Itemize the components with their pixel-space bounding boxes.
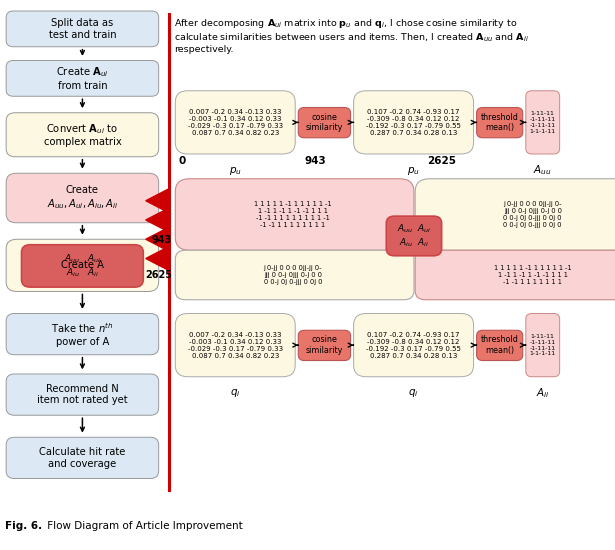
FancyBboxPatch shape — [354, 314, 474, 377]
Text: Recommend N
item not rated yet: Recommend N item not rated yet — [37, 384, 128, 405]
FancyBboxPatch shape — [6, 113, 159, 157]
Text: Create
$A_{uu},A_{ui},A_{iu},A_{ii}$: Create $A_{uu},A_{ui},A_{iu},A_{ii}$ — [47, 185, 118, 211]
Text: Calculate hit rate
and coverage: Calculate hit rate and coverage — [39, 447, 125, 469]
FancyBboxPatch shape — [6, 173, 159, 223]
FancyBboxPatch shape — [175, 91, 295, 154]
Text: 0.007 -0.2 0.34 -0.13 0.33
-0.003 -0.1 0.34 0.12 0.33
-0.029 -0.3 0.17 -0.79 0.3: 0.007 -0.2 0.34 -0.13 0.33 -0.003 -0.1 0… — [188, 109, 283, 136]
FancyBboxPatch shape — [6, 314, 159, 355]
Text: 943: 943 — [304, 156, 326, 166]
Text: $q_i$: $q_i$ — [408, 387, 419, 399]
FancyBboxPatch shape — [298, 330, 351, 361]
FancyBboxPatch shape — [415, 179, 615, 250]
FancyBboxPatch shape — [477, 108, 523, 138]
Text: 943: 943 — [152, 234, 172, 245]
Text: cosine
similarity: cosine similarity — [306, 113, 343, 132]
Text: Flow Diagram of Article Improvement: Flow Diagram of Article Improvement — [44, 521, 243, 531]
FancyBboxPatch shape — [298, 108, 351, 138]
Text: Convert $\mathbf{A}_{ui}$ to
complex matrix: Convert $\mathbf{A}_{ui}$ to complex mat… — [44, 122, 121, 147]
Text: 1-11-11
-1-11-11
-1-11-11
1-1-1-11: 1-11-11 -1-11-11 -1-11-11 1-1-1-11 — [530, 111, 556, 134]
Text: cosine
similarity: cosine similarity — [306, 336, 343, 355]
Text: After decomposing $\mathbf{A}_{ui}$ matrix into $\mathbf{p}_u$ and $\mathbf{q}_i: After decomposing $\mathbf{A}_{ui}$ matr… — [174, 16, 529, 54]
Text: Create $\mathbf{A}_{ui}$
from train: Create $\mathbf{A}_{ui}$ from train — [56, 65, 109, 91]
Polygon shape — [146, 227, 169, 251]
FancyBboxPatch shape — [477, 330, 523, 361]
Text: Fig. 6.: Fig. 6. — [5, 521, 42, 531]
Text: 1-11-11
-1-11-11
-1-11-11
1-1-1-11: 1-11-11 -1-11-11 -1-11-11 1-1-1-11 — [530, 334, 556, 356]
FancyBboxPatch shape — [22, 245, 143, 287]
FancyBboxPatch shape — [6, 60, 159, 96]
Polygon shape — [146, 246, 169, 271]
FancyBboxPatch shape — [6, 374, 159, 415]
Text: $p_u$: $p_u$ — [407, 164, 420, 177]
Text: 0: 0 — [178, 156, 186, 166]
Text: 0.007 -0.2 0.34 -0.13 0.33
-0.003 -0.1 0.34 0.12 0.33
-0.029 -0.3 0.17 -0.79 0.3: 0.007 -0.2 0.34 -0.13 0.33 -0.003 -0.1 0… — [188, 332, 283, 359]
Text: Create A: Create A — [61, 260, 104, 271]
Text: 1 1 1 1 1 -1 1 1 1 1 1 -1
1 -1 1 -1 1 -1 -1 1 1 1
-1 -1 1 1 1 1 1 1 1 1 -1
-1 -1: 1 1 1 1 1 -1 1 1 1 1 1 -1 1 -1 1 -1 1 -1… — [254, 201, 331, 228]
Text: 0.107 -0.2 0.74 -0.93 0.17
-0.309 -0.8 0.34 0.12 0.12
-0.192 -0.3 0.17 -0.79 0.5: 0.107 -0.2 0.74 -0.93 0.17 -0.309 -0.8 0… — [366, 109, 461, 136]
FancyBboxPatch shape — [6, 239, 159, 292]
Text: 1 1 1 1 1 -1 1 1 1 1 1 -1
1 -1 1 -1 1 -1 -1 1 1 1
-1 -1 1 1 1 1 1 1 1: 1 1 1 1 1 -1 1 1 1 1 1 -1 1 -1 1 -1 1 -1… — [494, 265, 571, 285]
Text: $q_i$: $q_i$ — [230, 387, 240, 399]
Text: $p_u$: $p_u$ — [229, 164, 242, 177]
Text: $A_{uu}$  $A_{ui}$
$A_{iu}$  $A_{ii}$: $A_{uu}$ $A_{ui}$ $A_{iu}$ $A_{ii}$ — [397, 223, 431, 249]
FancyBboxPatch shape — [175, 250, 414, 300]
Text: 0.107 -0.2 0.74 -0.93 0.17
-0.309 -0.8 0.34 0.12 0.12
-0.192 -0.3 0.17 -0.79 0.5: 0.107 -0.2 0.74 -0.93 0.17 -0.309 -0.8 0… — [366, 332, 461, 359]
Text: Take the $n^{th}$
power of A: Take the $n^{th}$ power of A — [51, 321, 114, 347]
FancyBboxPatch shape — [354, 91, 474, 154]
FancyBboxPatch shape — [386, 216, 442, 256]
FancyBboxPatch shape — [175, 314, 295, 377]
Text: $A_{ii}$: $A_{ii}$ — [536, 386, 550, 400]
Text: $A_{uu}$   $A_{ui}$
$A_{iu}$   $A_{ii}$: $A_{uu}$ $A_{ui}$ $A_{iu}$ $A_{ii}$ — [64, 252, 101, 279]
FancyBboxPatch shape — [175, 179, 414, 250]
FancyBboxPatch shape — [526, 314, 560, 377]
FancyBboxPatch shape — [415, 250, 615, 300]
FancyBboxPatch shape — [526, 91, 560, 154]
Text: threshold
mean(): threshold mean() — [481, 113, 518, 132]
Text: 2625: 2625 — [427, 156, 456, 166]
Polygon shape — [146, 189, 169, 213]
Text: threshold
mean(): threshold mean() — [481, 336, 518, 355]
Polygon shape — [146, 208, 169, 232]
Text: j 0-jj 0 0 0 0jj-jj 0-
jjj 0 0-j 0jjj 0-j 0 0
0 0-j 0j 0-jjj 0 0j 0
0 0-j 0j 0-j: j 0-jj 0 0 0 0jj-jj 0- jjj 0 0-j 0jjj 0-… — [504, 201, 562, 228]
FancyBboxPatch shape — [6, 11, 159, 47]
Text: $A_{uu}$: $A_{uu}$ — [533, 163, 552, 178]
FancyBboxPatch shape — [6, 437, 159, 478]
Text: j 0-jj 0 0 0 0jj-jj 0-
jjj 0 0-j 0jjj 0-j 0 0
0 0-j 0j 0-jjj 0 0j 0: j 0-jj 0 0 0 0jj-jj 0- jjj 0 0-j 0jjj 0-… — [264, 265, 322, 285]
Text: 2625: 2625 — [145, 270, 172, 280]
Text: Split data as
test and train: Split data as test and train — [49, 18, 116, 40]
